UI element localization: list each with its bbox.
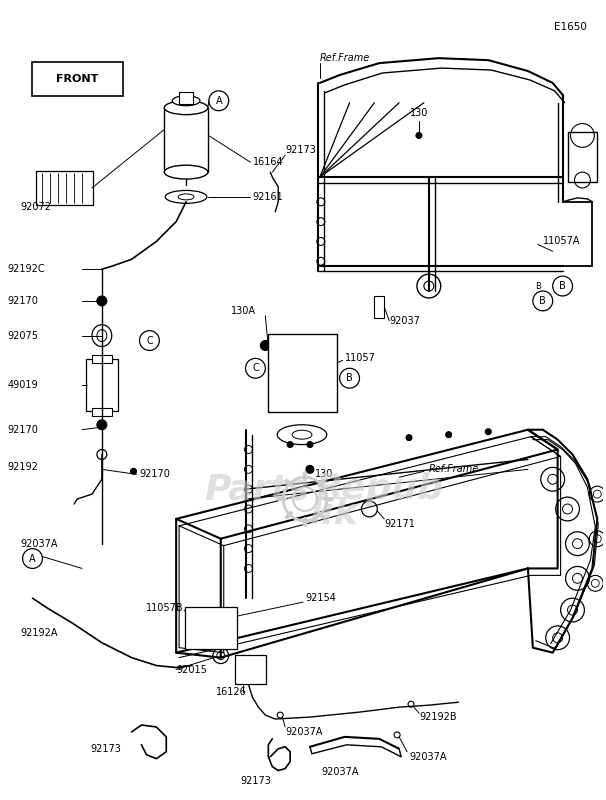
- Text: 92015: 92015: [176, 665, 207, 674]
- Text: Parts: Parts: [205, 472, 310, 506]
- Ellipse shape: [97, 330, 107, 342]
- Text: 92037: 92037: [389, 316, 420, 326]
- Ellipse shape: [165, 190, 207, 203]
- Text: B: B: [535, 282, 541, 290]
- Text: 92161: 92161: [253, 192, 283, 202]
- Text: 92192B: 92192B: [419, 712, 456, 722]
- Ellipse shape: [292, 430, 312, 439]
- FancyBboxPatch shape: [164, 108, 208, 172]
- Text: Repub: Repub: [315, 472, 443, 506]
- Circle shape: [261, 341, 270, 350]
- Text: 92072: 92072: [21, 202, 52, 212]
- Ellipse shape: [92, 325, 112, 346]
- FancyBboxPatch shape: [36, 171, 93, 205]
- Circle shape: [406, 434, 412, 441]
- Circle shape: [306, 466, 314, 474]
- Text: 11057A: 11057A: [543, 237, 581, 246]
- FancyBboxPatch shape: [268, 334, 337, 412]
- Text: A: A: [29, 554, 36, 563]
- Text: Ref.Frame: Ref.Frame: [320, 53, 370, 63]
- Text: 92037A: 92037A: [321, 766, 358, 777]
- Circle shape: [416, 133, 422, 138]
- Text: 92037A: 92037A: [285, 727, 322, 737]
- Text: 92170: 92170: [8, 296, 39, 306]
- Circle shape: [131, 468, 136, 474]
- FancyBboxPatch shape: [86, 359, 118, 411]
- Ellipse shape: [277, 425, 327, 445]
- Text: 16164: 16164: [253, 158, 283, 167]
- FancyBboxPatch shape: [568, 133, 598, 182]
- Text: B: B: [559, 281, 566, 291]
- FancyBboxPatch shape: [185, 607, 236, 649]
- Ellipse shape: [164, 101, 208, 114]
- Circle shape: [445, 432, 451, 438]
- Text: 92075: 92075: [8, 330, 39, 341]
- Text: C: C: [252, 363, 259, 374]
- Ellipse shape: [172, 96, 200, 106]
- FancyBboxPatch shape: [92, 408, 112, 416]
- Text: C: C: [146, 335, 153, 346]
- Circle shape: [97, 296, 107, 306]
- FancyBboxPatch shape: [179, 92, 193, 104]
- Text: 92037A: 92037A: [21, 538, 58, 549]
- Text: 130: 130: [410, 108, 428, 118]
- Circle shape: [287, 442, 293, 447]
- Text: 92173: 92173: [240, 777, 271, 786]
- Text: 11057: 11057: [345, 354, 376, 363]
- FancyBboxPatch shape: [375, 296, 384, 318]
- Text: 16126: 16126: [216, 687, 247, 698]
- Text: 92173: 92173: [285, 146, 316, 155]
- FancyBboxPatch shape: [92, 355, 112, 363]
- Text: 130A: 130A: [231, 306, 256, 316]
- Circle shape: [187, 611, 195, 619]
- Circle shape: [485, 429, 491, 434]
- Text: 49019: 49019: [8, 380, 38, 390]
- Text: Ref.Frame: Ref.Frame: [429, 464, 479, 474]
- Text: 92192A: 92192A: [21, 628, 58, 638]
- Circle shape: [97, 420, 107, 430]
- Text: lik: lik: [310, 497, 359, 531]
- Text: 92154: 92154: [305, 593, 336, 603]
- FancyBboxPatch shape: [32, 62, 122, 96]
- Text: E1650: E1650: [554, 22, 587, 31]
- Text: 92192C: 92192C: [8, 264, 45, 274]
- Text: B: B: [539, 296, 546, 306]
- Text: 92171: 92171: [384, 519, 415, 529]
- Text: 92173: 92173: [90, 744, 121, 754]
- Ellipse shape: [178, 194, 194, 200]
- Text: 92170: 92170: [8, 425, 39, 434]
- Text: 130: 130: [315, 470, 333, 479]
- FancyBboxPatch shape: [235, 654, 267, 684]
- Text: B: B: [346, 374, 353, 383]
- Text: FRONT: FRONT: [56, 74, 98, 84]
- Text: 92037A: 92037A: [409, 752, 447, 762]
- Text: A: A: [216, 96, 222, 106]
- Text: 92192: 92192: [8, 462, 39, 472]
- Ellipse shape: [164, 165, 208, 179]
- Text: 11057B: 11057B: [147, 603, 184, 613]
- Circle shape: [307, 442, 313, 447]
- Text: 92170: 92170: [139, 470, 170, 479]
